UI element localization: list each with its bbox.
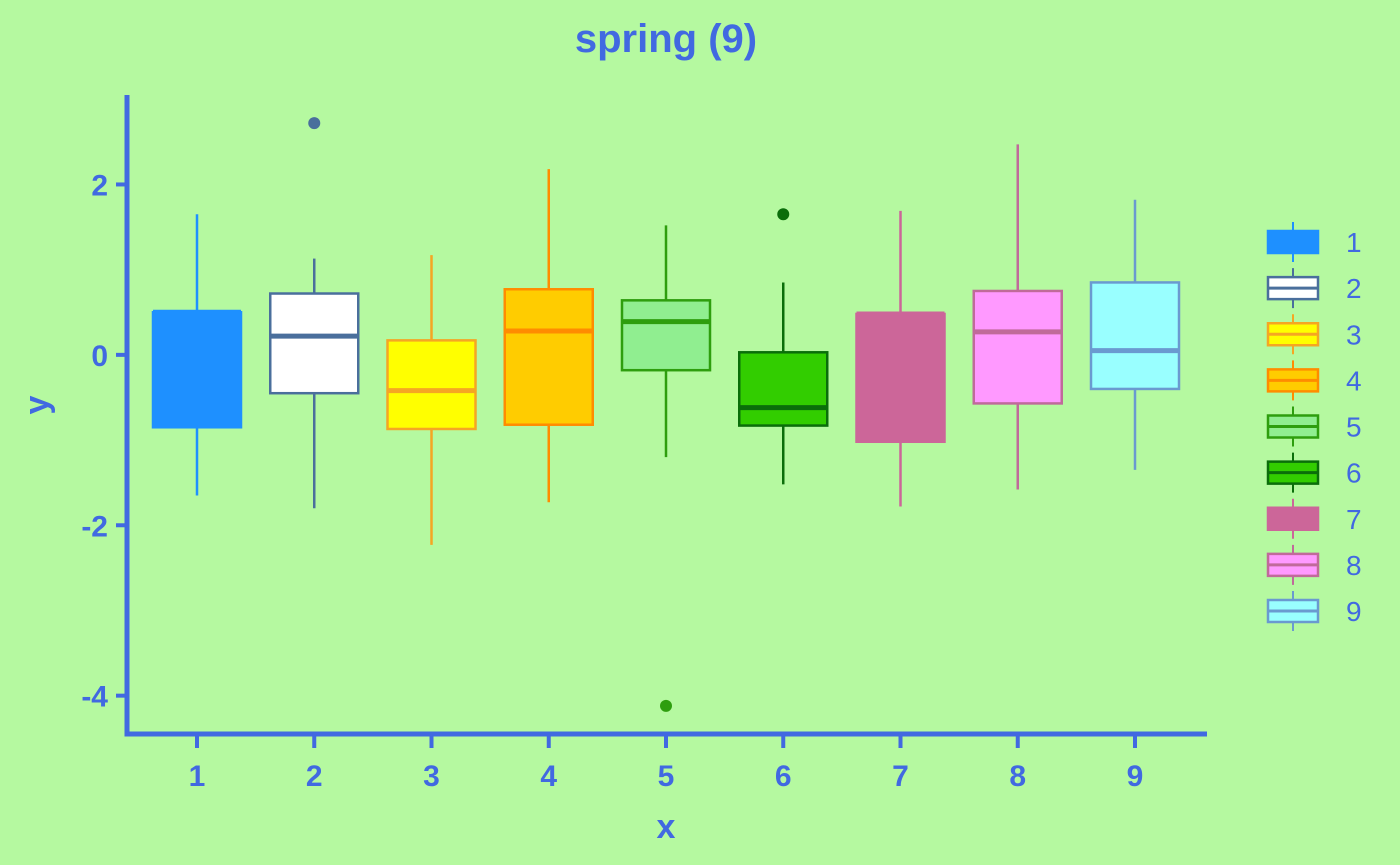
- box-1: [151, 214, 243, 496]
- y-tick-label: -2: [81, 510, 108, 543]
- box-body: [1089, 281, 1181, 391]
- legend-item-7: 7: [1266, 498, 1362, 539]
- x-tick-label: 6: [775, 760, 792, 793]
- box-body: [620, 299, 712, 372]
- box-body: [269, 292, 360, 395]
- y-tick-label: -4: [81, 681, 108, 714]
- box-5: [620, 225, 712, 712]
- legend-label: 8: [1346, 550, 1362, 581]
- box-4: [503, 169, 594, 503]
- legend-label: 2: [1346, 273, 1362, 304]
- box-body: [855, 312, 946, 444]
- legend-label: 6: [1346, 458, 1362, 489]
- x-axis: 1 2 3 4 5 6 7 8 9: [189, 734, 1144, 793]
- legend-label: 4: [1346, 365, 1362, 396]
- x-tick-label: 3: [423, 760, 440, 793]
- x-tick-label: 5: [658, 760, 675, 793]
- outlier-point: [308, 117, 321, 130]
- x-tick-label: 7: [892, 760, 909, 793]
- legend-item-9: 9: [1266, 591, 1362, 631]
- box-series: [151, 117, 1181, 712]
- outlier-point: [777, 208, 790, 221]
- legend-label: 3: [1346, 319, 1362, 350]
- legend-label: 9: [1346, 596, 1362, 627]
- box-7: [855, 210, 946, 507]
- legend-item-5: 5: [1266, 406, 1362, 447]
- legend: 1 2 3 4 5 6 7 8 9: [1266, 222, 1362, 631]
- legend-label: 5: [1346, 412, 1362, 443]
- box-3: [386, 255, 477, 545]
- box-body: [503, 288, 594, 426]
- x-axis-title: x: [657, 808, 676, 846]
- x-tick-label: 2: [306, 760, 323, 793]
- box-2: [269, 117, 360, 509]
- x-tick-label: 9: [1127, 760, 1144, 793]
- legend-item-8: 8: [1266, 544, 1362, 585]
- legend-label: 7: [1346, 504, 1362, 535]
- legend-label: 1: [1346, 227, 1362, 258]
- outlier-point: [660, 699, 672, 712]
- legend-item-6: 6: [1266, 452, 1362, 493]
- x-tick-label: 8: [1009, 760, 1026, 793]
- legend-key-box: [1266, 229, 1320, 255]
- x-tick-label: 1: [189, 760, 206, 793]
- box-8: [972, 144, 1063, 490]
- legend-item-2: 2: [1266, 268, 1362, 309]
- box-9: [1089, 199, 1181, 470]
- box-body: [738, 351, 829, 427]
- legend-item-1: 1: [1266, 222, 1362, 262]
- y-tick-label: 0: [91, 340, 108, 373]
- box-6: [738, 208, 829, 485]
- legend-key-box: [1266, 506, 1320, 531]
- x-tick-label: 4: [540, 760, 557, 793]
- box-body: [151, 311, 243, 429]
- y-axis-title: y: [18, 395, 56, 414]
- box-body: [386, 339, 477, 431]
- box-body: [972, 289, 1063, 405]
- legend-item-4: 4: [1266, 360, 1362, 401]
- y-axis: 2 0 -2 -4: [81, 169, 127, 714]
- y-tick-label: 2: [91, 169, 108, 202]
- legend-item-3: 3: [1266, 314, 1362, 355]
- chart-title: spring (9): [575, 17, 757, 61]
